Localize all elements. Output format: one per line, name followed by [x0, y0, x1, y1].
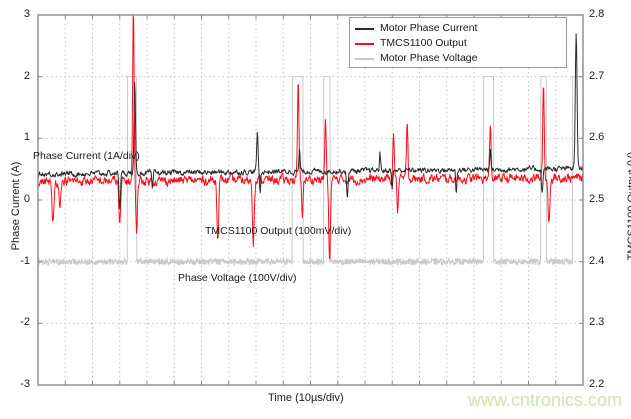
y-tick-label-left: 3 [23, 8, 30, 20]
y-tick-label-right: 2.2 [589, 378, 605, 390]
y-tick-label-right: 2.8 [589, 8, 605, 20]
y-tick-label-left: 1 [23, 131, 30, 144]
y-tick-label-right: 2.5 [589, 193, 605, 205]
y-axis-left-title: Phase Current (A) [10, 161, 22, 251]
y-tick-label-left: -3 [20, 378, 30, 390]
plot-annotation: Phase Voltage (100V/div) [178, 272, 297, 284]
chart-legend: Motor Phase Current TMCS1100 Output Motor … [349, 17, 567, 68]
plot-annotation: TMCS1100 Output (100mV/div) [205, 225, 352, 237]
legend-item[interactable]: TMCS1100 Output [355, 36, 562, 51]
y-tick-label-left: 2 [23, 69, 30, 82]
y-tick-label-left: -2 [20, 316, 30, 329]
series-tmcs1100-output [37, 15, 584, 260]
legend-item[interactable]: Motor Phase Voltage [355, 51, 562, 66]
x-axis-title: Time (10µs/div) [268, 392, 344, 404]
y-tick-label-right: 2.6 [589, 131, 605, 144]
y-tick-label-left: -1 [20, 254, 30, 267]
legend-label: Motor Phase Current [380, 22, 478, 34]
legend-label: TMCS1100 Output [380, 37, 467, 49]
legend-label: Motor Phase Voltage [380, 52, 478, 64]
y-tick-label-left: 0 [23, 193, 30, 205]
legend-item[interactable]: Motor Phase Current [355, 21, 562, 36]
watermark: www.cntronics.com [468, 390, 623, 410]
plot-annotation: Phase Current (1A/div) [33, 150, 140, 162]
legend-color-swatch [355, 27, 374, 30]
y-tick-label-right: 2.4 [589, 254, 605, 267]
legend-color-swatch [355, 57, 374, 60]
legend-color-swatch [355, 42, 374, 45]
y-axis-right-title: TMCS1100 Output (V) [626, 151, 631, 261]
y-tick-label-right: 2.3 [589, 316, 605, 329]
y-tick-label-right: 2.7 [589, 69, 605, 82]
series-motor-phase-voltage [37, 76, 583, 267]
series-motor-phase-current [37, 33, 584, 210]
